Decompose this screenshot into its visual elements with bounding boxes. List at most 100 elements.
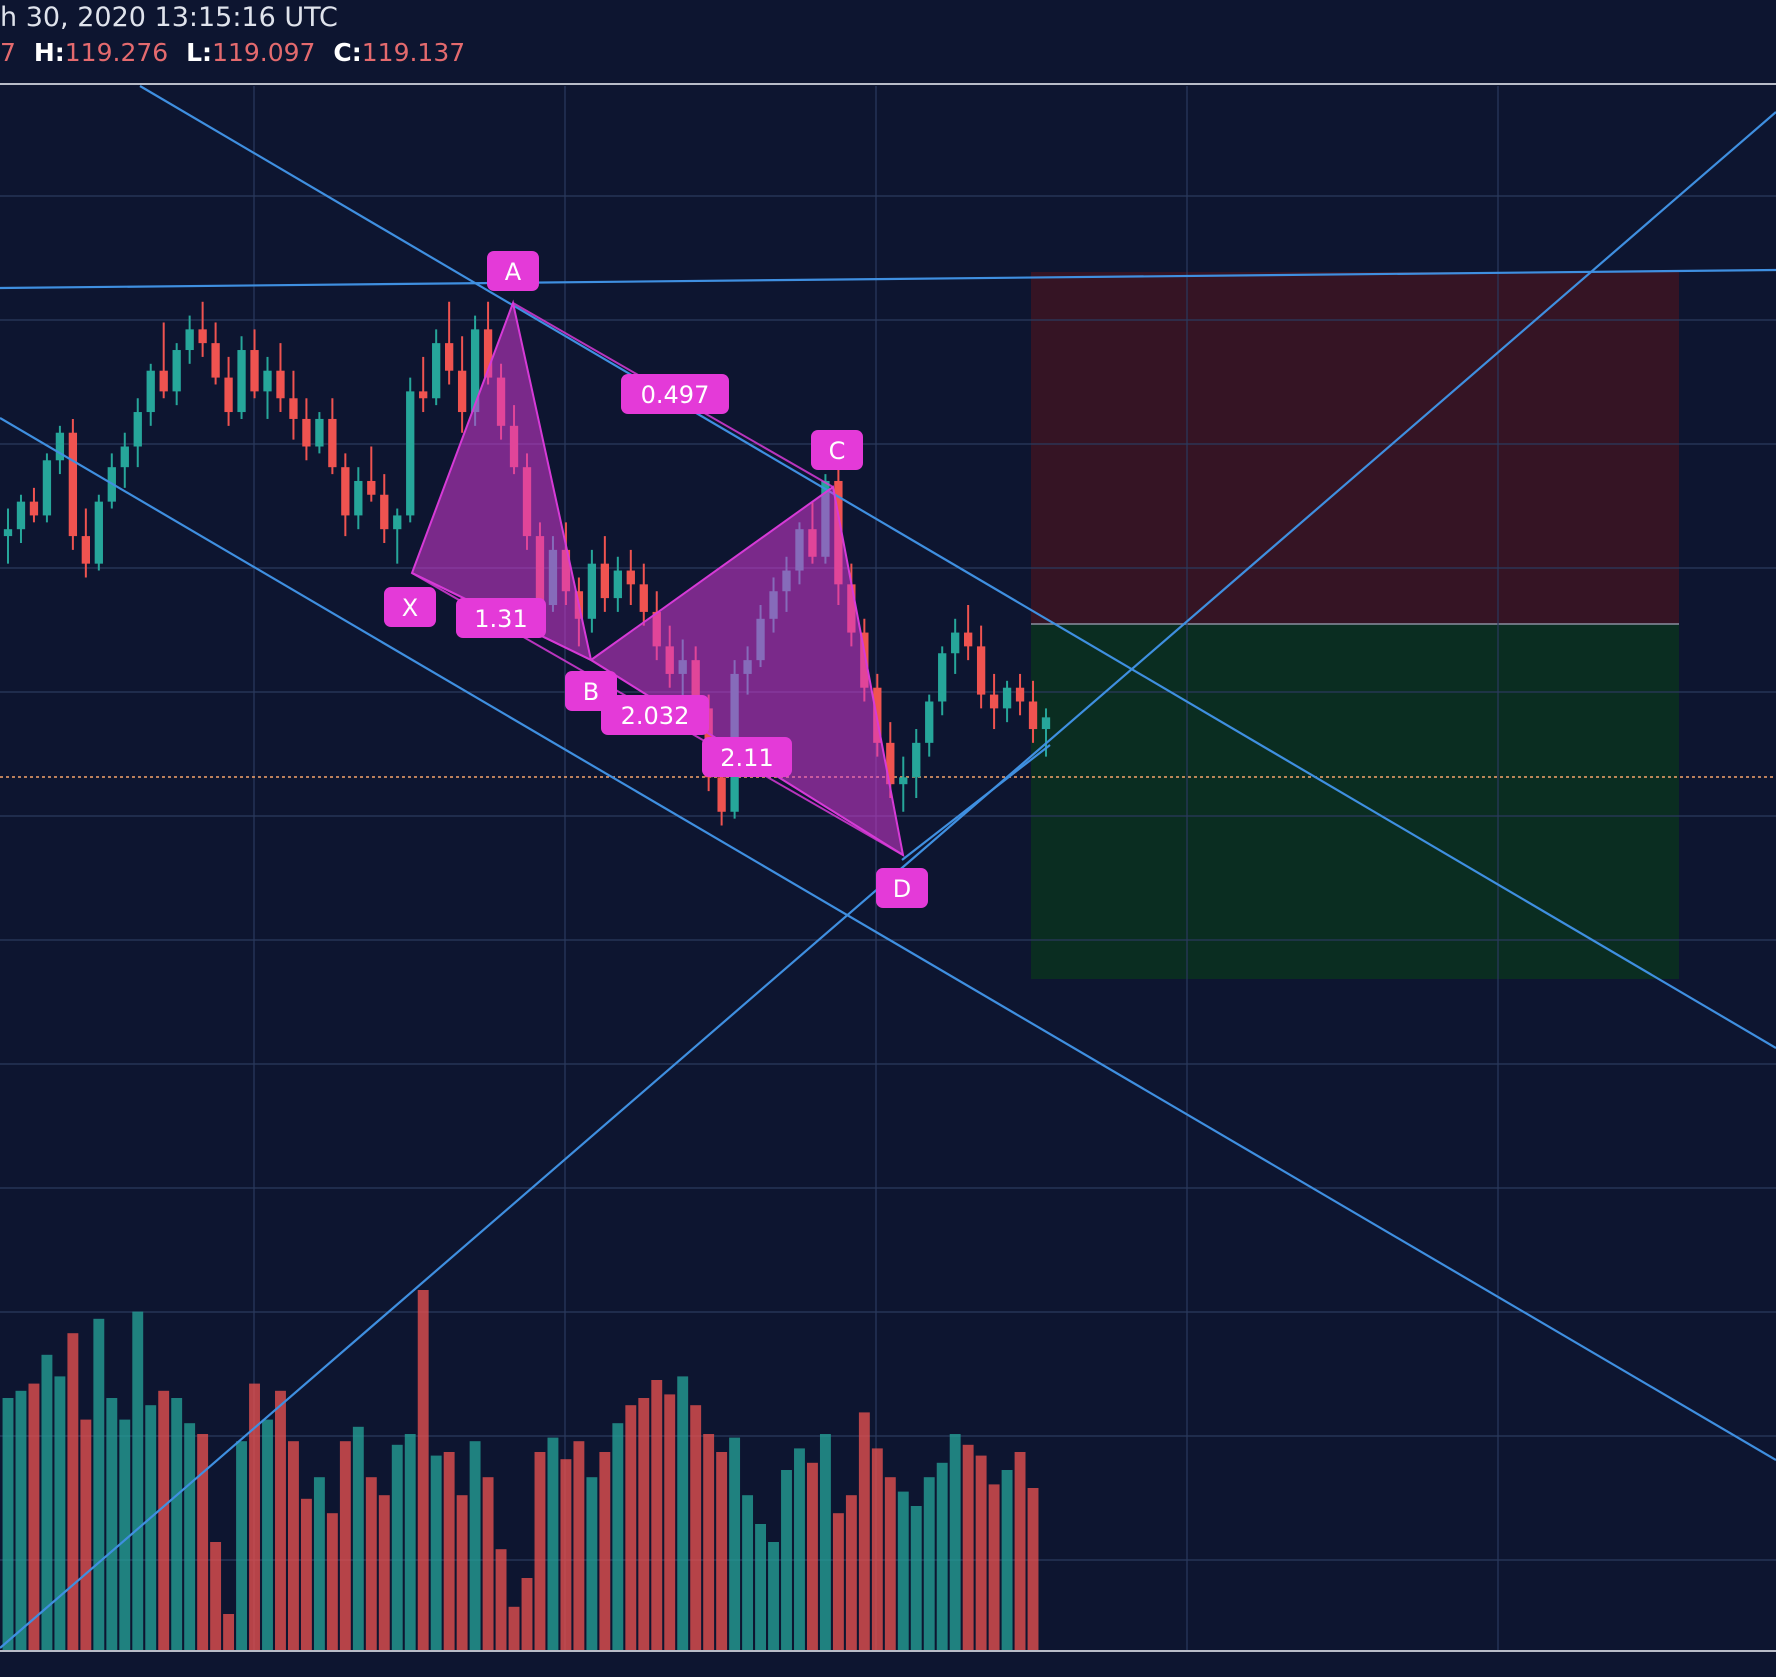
- ohlc-key-high: H:: [33, 38, 65, 67]
- candle: [172, 343, 181, 406]
- candle-body: [250, 350, 259, 392]
- candle-body: [1028, 701, 1038, 730]
- candle-body: [483, 329, 493, 378]
- ratio-label-xad-text: 2.11: [720, 744, 773, 772]
- volume-bar: [534, 1452, 546, 1650]
- volume-bar: [132, 1311, 144, 1650]
- candle: [185, 315, 194, 364]
- candle-body: [302, 418, 311, 447]
- header-divider: [0, 83, 1776, 85]
- candle: [133, 398, 142, 468]
- volume-bar: [404, 1434, 416, 1650]
- point-label-a: A: [487, 251, 539, 291]
- candle-body: [1041, 717, 1051, 730]
- candle: [406, 377, 415, 523]
- candle: [951, 618, 960, 674]
- candle-body: [432, 343, 441, 399]
- candle-body: [224, 377, 233, 413]
- ohlc-value-close: 119.137: [361, 38, 466, 67]
- volume-bar: [547, 1437, 559, 1650]
- volume-bar: [469, 1441, 481, 1650]
- volume-bar: [67, 1333, 79, 1650]
- volume-bar: [612, 1423, 624, 1650]
- candle: [963, 605, 973, 661]
- volume-bar: [262, 1419, 273, 1650]
- volume-bar: [158, 1390, 170, 1650]
- candle: [367, 446, 376, 502]
- candle-body: [120, 446, 129, 468]
- volume-bar: [54, 1376, 66, 1650]
- volume-bar: [975, 1455, 987, 1650]
- candle: [457, 336, 467, 433]
- candle: [925, 694, 934, 757]
- candle-body: [289, 398, 298, 419]
- volume-bar: [755, 1524, 766, 1650]
- volume-bar: [781, 1470, 792, 1650]
- ohlc-key-close: C:: [333, 38, 362, 67]
- candle: [120, 432, 129, 488]
- volume-bar: [443, 1452, 455, 1650]
- candle: [938, 646, 947, 716]
- volume-bar: [819, 1434, 831, 1650]
- volume-bar: [1014, 1452, 1026, 1650]
- candle-body: [94, 501, 103, 564]
- volume-bar: [936, 1462, 948, 1650]
- volume-bar: [80, 1419, 92, 1650]
- candle-body: [380, 494, 389, 530]
- risk-reward-zones: [1031, 272, 1679, 979]
- candle-body: [185, 329, 194, 351]
- volume-bar: [625, 1405, 637, 1650]
- candle-body: [133, 412, 142, 447]
- candle-body: [626, 570, 635, 585]
- candle-body: [3, 529, 13, 537]
- point-label-x-box: [384, 587, 436, 627]
- volume-bar: [897, 1491, 909, 1650]
- volume-bar: [236, 1441, 247, 1650]
- point-label-c: C: [811, 430, 863, 470]
- candle-body: [613, 570, 622, 599]
- candle: [380, 474, 389, 543]
- ratio-label-bcd-text: 2.032: [621, 702, 690, 730]
- ohlc-value-high: 119.276: [64, 38, 169, 67]
- volume-bar: [365, 1477, 377, 1650]
- volume-bars: [2, 1290, 1039, 1650]
- point-label-a-box: [487, 251, 539, 291]
- candle-body: [963, 632, 973, 647]
- pattern-triangle-bcd: [589, 485, 905, 858]
- volume-bar: [664, 1394, 676, 1650]
- volume-bar: [599, 1452, 611, 1650]
- volume-bar: [858, 1412, 870, 1650]
- volume-bar: [288, 1441, 299, 1650]
- volume-bar: [560, 1459, 572, 1650]
- pattern-labels: A X B C D 0.497 1.31 2.032 2.11: [384, 251, 928, 908]
- candle: [3, 508, 13, 564]
- volume-bar: [832, 1513, 844, 1650]
- volume-bar: [845, 1495, 857, 1650]
- candle: [81, 508, 91, 578]
- volume-bar: [119, 1419, 131, 1650]
- candle-body: [925, 701, 934, 743]
- candle: [912, 729, 921, 798]
- volume-bar: [145, 1405, 157, 1650]
- point-label-a-text: A: [505, 258, 522, 286]
- candle: [289, 370, 298, 440]
- volume-bar: [768, 1542, 779, 1650]
- trend-line-lower-channel: [0, 417, 1776, 1461]
- volume-bar: [742, 1495, 754, 1650]
- datetime-readout: h 30, 2020 13:15:16 UTC: [0, 2, 338, 33]
- candle: [55, 425, 65, 475]
- candle: [68, 418, 78, 550]
- candle-body: [81, 536, 91, 564]
- stop-loss-zone: [1031, 272, 1679, 624]
- volume-bar: [1001, 1470, 1013, 1650]
- volume-bar: [949, 1434, 961, 1650]
- volume-bar: [482, 1477, 494, 1650]
- volume-bar: [729, 1437, 741, 1650]
- candle-body: [276, 370, 285, 399]
- ratio-label-abc: 1.31: [456, 598, 546, 638]
- volume-bar: [703, 1434, 715, 1650]
- candle-body: [315, 418, 324, 447]
- ohlc-readout: 7 H:119.276 L:119.097 C:119.137: [0, 38, 475, 67]
